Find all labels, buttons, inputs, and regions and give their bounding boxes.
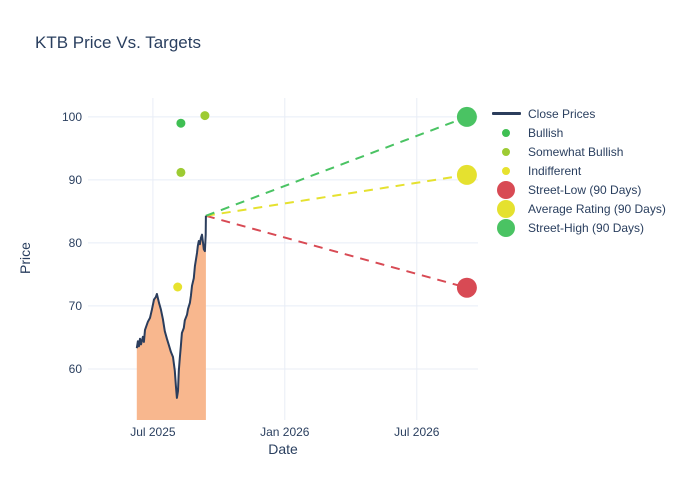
- legend-item-label: Close Prices: [528, 106, 596, 121]
- legend-item-label: Average Rating (90 Days): [528, 201, 666, 216]
- legend-dot-marker: [484, 128, 528, 137]
- rating-dot-indifferent[interactable]: [173, 282, 183, 292]
- legend-item-close-prices[interactable]: Close Prices: [484, 104, 666, 123]
- close-prices-line[interactable]: [135, 215, 207, 399]
- forecast-marker-street-low[interactable]: [456, 277, 477, 298]
- y-tick-label: 80: [68, 235, 82, 250]
- legend-item-street-low[interactable]: Street-Low (90 Days): [484, 180, 666, 199]
- legend-item-street-high[interactable]: Street-High (90 Days): [484, 218, 666, 237]
- legend-item-bullish[interactable]: Bullish: [484, 123, 666, 142]
- legend-dot-marker: [484, 218, 528, 237]
- legend-dot-marker: [484, 199, 528, 218]
- legend-item-label: Street-High (90 Days): [528, 220, 645, 235]
- rating-dot-somewhat-bullish[interactable]: [176, 167, 186, 177]
- legend-item-average-rating[interactable]: Average Rating (90 Days): [484, 199, 666, 218]
- forecast-marker-average-rating[interactable]: [456, 164, 477, 185]
- legend-item-label: Somewhat Bullish: [528, 144, 624, 159]
- legend-item-label: Street-Low (90 Days): [528, 182, 642, 197]
- legend-dot-marker: [484, 180, 528, 199]
- legend-item-label: Indifferent: [528, 163, 582, 178]
- x-axis-title: Date: [268, 441, 298, 457]
- y-tick-label: 100: [61, 109, 82, 124]
- rating-dot-bullish[interactable]: [176, 118, 186, 128]
- legend-line-sample: [484, 112, 528, 115]
- close-prices-area: [136, 215, 206, 420]
- forecast-line-average-rating[interactable]: [205, 173, 468, 217]
- legend-item-label: Bullish: [528, 125, 564, 140]
- forecast-line-street-high[interactable]: [205, 115, 468, 217]
- forecast-line-street-low[interactable]: [205, 214, 468, 289]
- x-tick-label: Jul 2026: [394, 425, 440, 439]
- chart-title: KTB Price Vs. Targets: [35, 33, 201, 52]
- legend-item-indifferent[interactable]: Indifferent: [484, 161, 666, 180]
- legend-dot-marker: [484, 147, 528, 156]
- x-tick-label: Jul 2025: [130, 425, 176, 439]
- legend-item-somewhat-bullish[interactable]: Somewhat Bullish: [484, 142, 666, 161]
- y-tick-label: 60: [68, 362, 82, 376]
- x-tick-label: Jan 2026: [260, 425, 310, 439]
- y-tick-label: 90: [68, 172, 82, 187]
- y-tick-label: 70: [68, 298, 82, 313]
- rating-dot-somewhat-bullish[interactable]: [200, 111, 210, 121]
- legend-dot-marker: [484, 166, 528, 175]
- forecast-marker-street-high[interactable]: [456, 106, 477, 127]
- legend: Close Prices Bullish Somewhat Bullish Indif…: [484, 104, 666, 237]
